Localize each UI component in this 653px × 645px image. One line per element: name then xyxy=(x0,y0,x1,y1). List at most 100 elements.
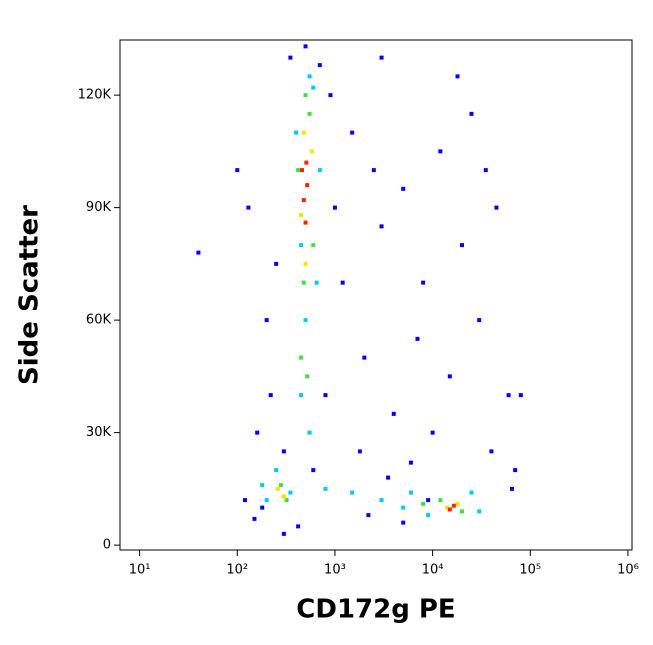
point xyxy=(264,318,269,323)
point xyxy=(275,486,280,491)
point xyxy=(281,531,286,536)
y-tick-label: 30K xyxy=(86,425,112,440)
point xyxy=(299,393,304,398)
point xyxy=(299,243,304,248)
point xyxy=(323,486,328,491)
point xyxy=(438,498,443,503)
point xyxy=(314,280,319,285)
point xyxy=(278,483,283,488)
point xyxy=(260,483,265,488)
point xyxy=(305,183,310,188)
point xyxy=(401,505,406,510)
point xyxy=(513,468,518,473)
point xyxy=(477,318,482,323)
point xyxy=(252,516,257,521)
x-tick-label: 10¹ xyxy=(129,563,151,578)
point xyxy=(438,149,443,154)
point xyxy=(264,498,269,503)
y-tick-label: 0 xyxy=(103,538,111,553)
point xyxy=(371,168,376,173)
point xyxy=(274,261,279,266)
point xyxy=(408,460,413,465)
point xyxy=(309,149,314,154)
point xyxy=(510,486,515,491)
point xyxy=(444,505,449,510)
point xyxy=(260,505,265,510)
point xyxy=(340,280,345,285)
point xyxy=(294,130,299,135)
point xyxy=(489,449,494,454)
point xyxy=(299,355,304,360)
point xyxy=(494,205,499,210)
point xyxy=(303,44,308,49)
point xyxy=(421,280,426,285)
x-tick-label: 10⁶ xyxy=(617,563,639,578)
point xyxy=(246,205,251,210)
x-tick-label: 10² xyxy=(226,563,248,578)
point xyxy=(196,250,201,255)
point xyxy=(235,168,240,173)
x-tick-label: 10⁵ xyxy=(519,563,541,578)
point xyxy=(317,63,322,68)
point xyxy=(281,449,286,454)
point xyxy=(379,55,384,60)
x-tick-label: 10³ xyxy=(324,563,346,578)
point xyxy=(350,130,355,135)
point xyxy=(447,507,452,512)
point xyxy=(379,498,384,503)
point xyxy=(301,198,306,203)
point xyxy=(430,430,435,435)
point xyxy=(477,509,482,514)
plot-frame xyxy=(119,39,633,551)
y-tick-label: 90K xyxy=(86,200,112,215)
x-axis-label: CD172g PE xyxy=(296,595,455,625)
point xyxy=(506,393,511,398)
point xyxy=(296,168,301,173)
point xyxy=(379,224,384,229)
point xyxy=(366,513,371,518)
point xyxy=(311,243,316,248)
point xyxy=(311,468,316,473)
point xyxy=(301,280,306,285)
point xyxy=(332,205,337,210)
point xyxy=(350,490,355,495)
point xyxy=(469,111,474,116)
point xyxy=(401,520,406,525)
point xyxy=(415,336,420,341)
point xyxy=(301,130,306,135)
point xyxy=(328,93,333,98)
point xyxy=(455,74,460,79)
point xyxy=(362,355,367,360)
point xyxy=(391,411,396,416)
point xyxy=(274,468,279,473)
point xyxy=(455,501,460,506)
point xyxy=(305,374,310,379)
y-tick-label: 120K xyxy=(78,88,112,103)
point xyxy=(447,374,452,379)
y-axis-label: Side Scatter xyxy=(15,205,45,385)
point xyxy=(288,490,293,495)
point xyxy=(303,261,308,266)
point xyxy=(323,393,328,398)
point xyxy=(421,501,426,506)
point xyxy=(460,243,465,248)
point xyxy=(483,168,488,173)
point xyxy=(307,430,312,435)
point xyxy=(451,503,456,508)
point xyxy=(281,494,286,499)
point xyxy=(303,93,308,98)
point xyxy=(386,475,391,480)
point xyxy=(288,55,293,60)
point xyxy=(518,393,523,398)
point xyxy=(401,186,406,191)
point xyxy=(426,498,431,503)
point xyxy=(300,168,305,173)
point xyxy=(408,490,413,495)
point xyxy=(299,213,304,218)
point xyxy=(426,513,431,518)
point xyxy=(357,449,362,454)
point xyxy=(469,490,474,495)
point xyxy=(304,160,309,165)
point xyxy=(255,430,260,435)
